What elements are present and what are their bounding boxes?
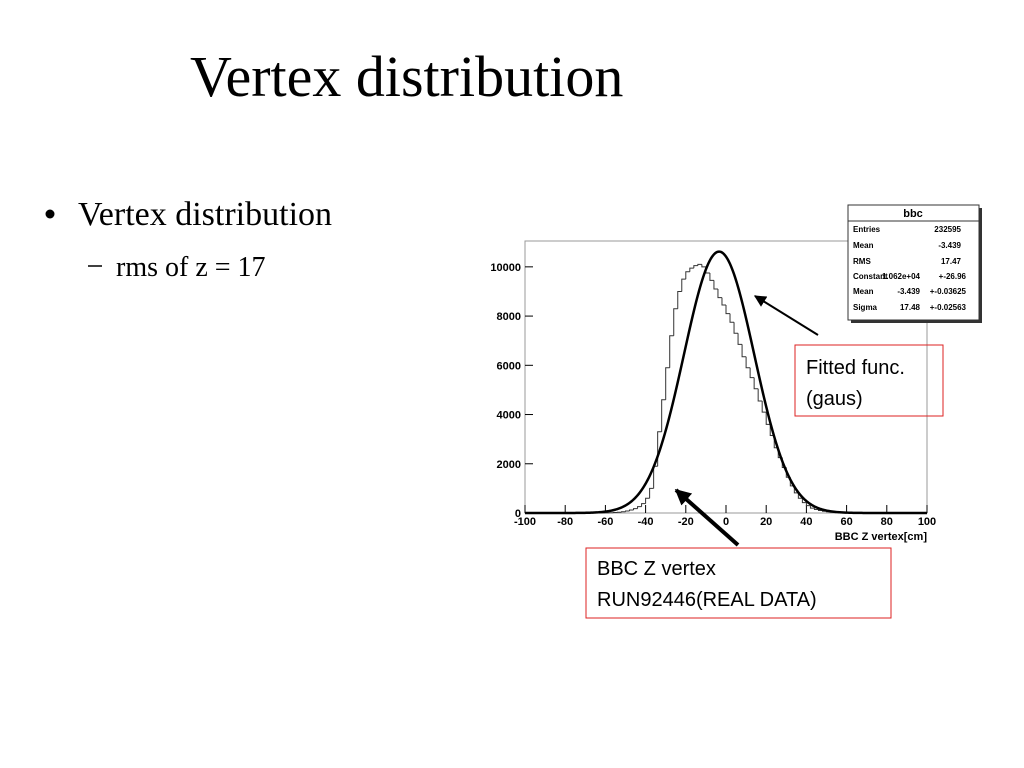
x-tick-label: 20	[760, 516, 772, 528]
histogram-bin	[717, 289, 722, 299]
arrow	[753, 295, 819, 336]
histogram-bin	[641, 503, 646, 507]
stats-error: +-0.03625	[930, 287, 967, 296]
annotation-line: BBC Z vertex	[597, 558, 716, 580]
x-tick-label: -100	[514, 516, 536, 528]
bullet-dot	[45, 209, 55, 219]
histogram-bin	[749, 367, 755, 379]
stats-value: 232595	[934, 225, 961, 234]
stats-value: -3.439	[897, 287, 920, 296]
stats-box: bbc Entries 232595 Mean -3.439 RMS 17.47 Consta…	[847, 204, 982, 323]
histogram-bin	[709, 273, 714, 281]
x-tick-label: 80	[881, 516, 893, 528]
histogram-bin	[669, 335, 674, 368]
histogram-bin	[757, 388, 763, 402]
x-tick-label: -40	[638, 516, 654, 528]
x-tick-label: 60	[840, 516, 852, 528]
stats-name: Constant	[853, 272, 888, 281]
y-tick-label: 0	[515, 508, 521, 520]
annotation-box	[794, 344, 944, 417]
histogram-bin	[761, 401, 767, 413]
histogram-bin	[665, 367, 670, 400]
annotation-box	[585, 547, 892, 619]
stats-name: Sigma	[853, 303, 878, 312]
annotation-line: Fitted func.	[806, 357, 905, 379]
histogram-bin	[809, 505, 815, 509]
x-tick-label: -60	[597, 516, 613, 528]
histogram-bin	[801, 498, 807, 504]
stats-frame	[847, 204, 980, 321]
y-tick-label: 8000	[497, 311, 521, 323]
histogram-bin	[713, 280, 718, 290]
histogram-bin	[817, 509, 823, 512]
histogram-bin	[677, 290, 682, 309]
plot: -100 -80 -60 -40 -20 0 20 40 60 80 100 0 2000 4000 600…	[490, 250, 936, 543]
y-tick-label: 2000	[497, 459, 521, 471]
histogram-bin	[745, 356, 751, 369]
histogram-bin	[797, 492, 803, 499]
histogram-bin	[737, 333, 743, 345]
x-axis-label: BBC Z vertex[cm]	[835, 531, 928, 543]
histogram-bin	[721, 297, 726, 306]
annotation-line: RUN92446(REAL DATA)	[597, 589, 817, 611]
histogram-bin	[649, 487, 654, 499]
x-tick-label: -20	[678, 516, 694, 528]
histogram-bin	[741, 344, 747, 358]
histogram-bin	[733, 322, 739, 334]
y-tick-label: 4000	[497, 410, 521, 422]
slide-title: Vertex distribution	[190, 44, 623, 109]
stats-value: 1.062e+04	[882, 272, 921, 281]
histogram-bin	[725, 305, 731, 315]
stats-name: Mean	[853, 241, 874, 250]
histogram-bin	[637, 506, 642, 509]
arrow	[674, 488, 740, 547]
histogram-bin	[697, 263, 702, 266]
stats-name: RMS	[853, 257, 871, 266]
histogram-bin	[685, 271, 690, 280]
stats-value: 17.47	[941, 257, 962, 266]
histogram-bin	[693, 265, 698, 269]
stats-title: bbc	[903, 208, 923, 220]
sub-bullet: rms of z = 17	[116, 252, 266, 283]
histogram-bin	[689, 267, 694, 272]
x-tick-label: 100	[918, 516, 936, 528]
bullet: Vertex distribution	[78, 196, 332, 233]
histogram-bin	[765, 412, 771, 425]
stats-name: Entries	[853, 225, 881, 234]
y-tick-label: 6000	[497, 360, 521, 372]
stats-value: 17.48	[900, 303, 921, 312]
y-tick-label: 10000	[490, 262, 521, 274]
x-tick-label: 40	[800, 516, 812, 528]
histogram-bin	[681, 278, 686, 292]
histogram-bin	[805, 502, 811, 507]
histogram-bin	[629, 509, 634, 512]
fit-curve	[525, 250, 927, 515]
stats-name: Mean	[853, 287, 874, 296]
stats-value: -3.439	[938, 241, 961, 250]
histogram-bin	[729, 313, 735, 323]
histogram-bin	[661, 399, 666, 432]
histogram-bin	[625, 510, 630, 512]
x-tick-label: -80	[557, 516, 573, 528]
stats-error: +-26.96	[939, 272, 967, 281]
histogram-bin	[633, 508, 638, 511]
histogram-bin	[813, 508, 819, 511]
histogram-bin	[645, 497, 650, 504]
histogram-bin	[673, 308, 678, 336]
stats-error: +-0.02563	[930, 303, 967, 312]
annotation-line: (gaus)	[806, 388, 863, 410]
histogram-bin	[701, 264, 706, 268]
histogram-bin	[753, 377, 759, 390]
x-tick-label: 0	[723, 516, 729, 528]
